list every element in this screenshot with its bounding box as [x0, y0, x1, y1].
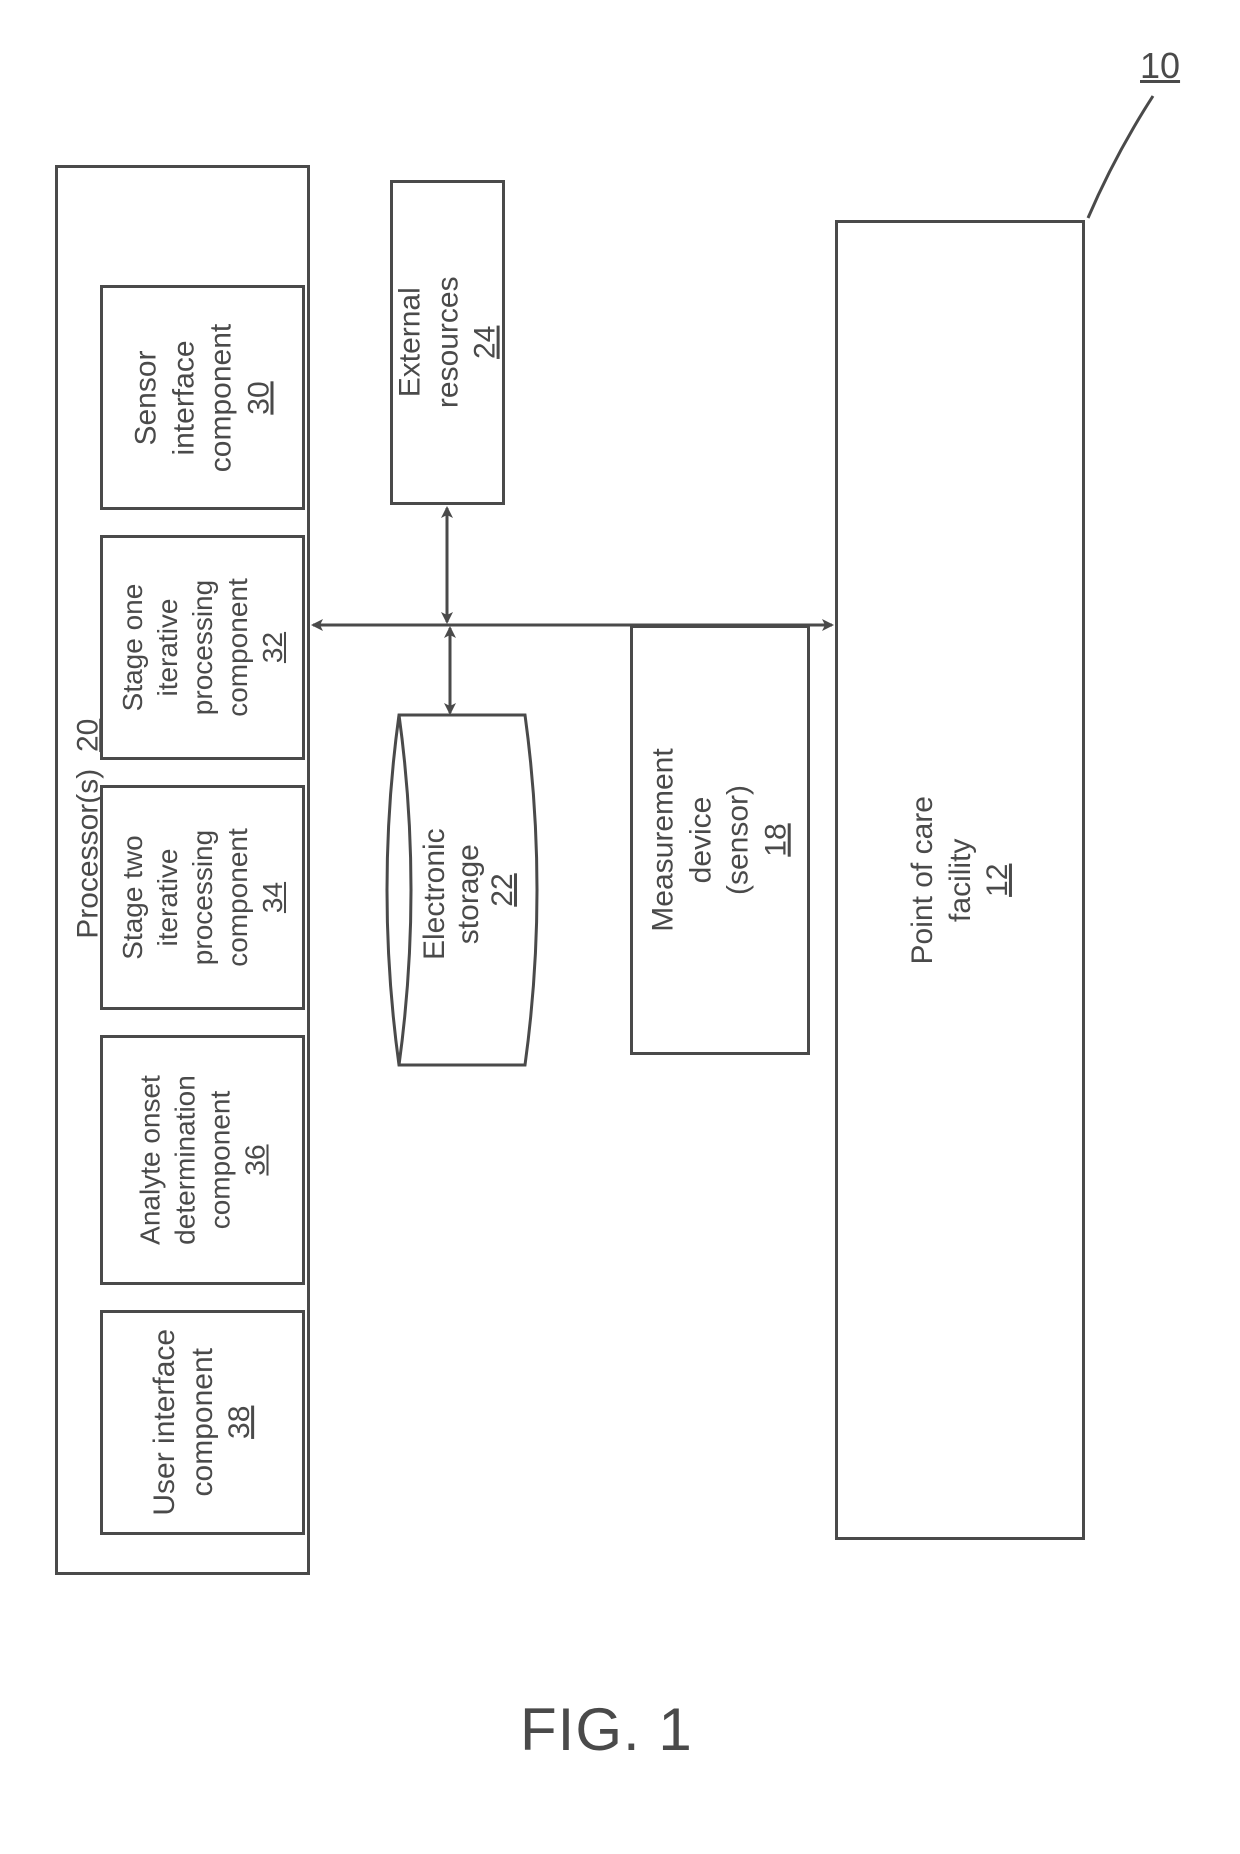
component-2-ref: 34 [255, 798, 290, 997]
component-box-1: Stage one iterative processing component… [100, 535, 305, 760]
external-box: External resources 24 [390, 180, 505, 505]
external-label: External resources [391, 277, 466, 409]
external-ref: 24 [466, 277, 504, 409]
component-4-ref: 38 [221, 1329, 259, 1516]
component-4-label: User interface component [146, 1329, 221, 1516]
measurement-label: Measurement device (sensor) [645, 748, 758, 931]
measurement-ref: 18 [758, 748, 796, 931]
measurement-box: Measurement device (sensor) 18 [630, 625, 810, 1055]
storage-label-l1: Electronic [418, 828, 451, 960]
storage-cylinder [387, 715, 537, 1065]
poc-box: Point of care facility 12 [835, 220, 1085, 1540]
svg-text:Electronic storage: Electronic storage 22 [418, 820, 519, 960]
component-3-ref: 36 [238, 1061, 273, 1260]
component-box-0: Sensor interface component 30 [100, 285, 305, 510]
figure-caption: FIG. 1 [520, 1695, 693, 1764]
poc-ref: 12 [979, 796, 1017, 964]
component-box-3: Analyte onset determination component 36 [100, 1035, 305, 1285]
system-ref: 10 [1140, 45, 1180, 87]
component-0-ref: 30 [240, 298, 278, 497]
storage-label-l2: storage [452, 844, 485, 944]
component-box-2: Stage two iterative processing component… [100, 785, 305, 1010]
system-ref-leader [1088, 96, 1153, 218]
poc-label: Point of care facility [904, 796, 979, 964]
component-1-label: Stage one iterative processing component [115, 548, 255, 747]
storage-ref-svg: 22 [486, 873, 519, 906]
component-1-ref: 32 [255, 548, 290, 747]
component-3-label: Analyte onset determination component [133, 1061, 238, 1260]
component-2-label: Stage two iterative processing component [115, 798, 255, 997]
component-0-label: Sensor interface component [128, 298, 241, 497]
system-ref-text: 10 [1140, 45, 1180, 86]
component-box-4: User interface component 38 [100, 1310, 305, 1535]
